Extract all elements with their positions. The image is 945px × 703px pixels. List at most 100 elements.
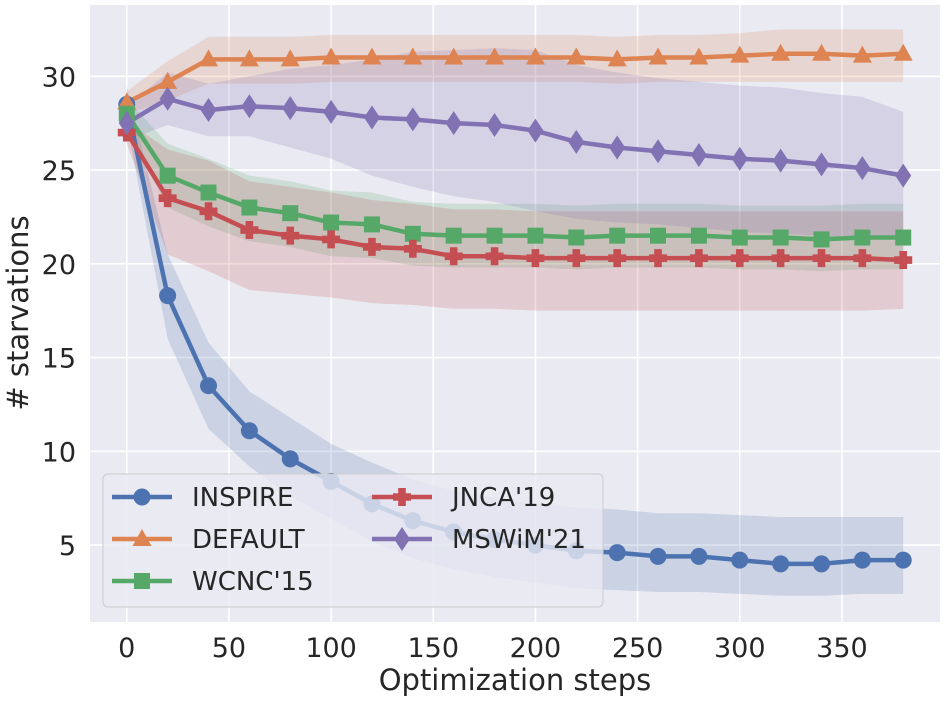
point-wcnc-15 — [690, 227, 707, 244]
point-mswim-21 — [772, 148, 789, 173]
x-tick-label: 200 — [510, 633, 562, 664]
point-default — [239, 49, 259, 67]
point-inspire — [608, 544, 626, 562]
point-jnca-19 — [608, 249, 627, 268]
point-mswim-21 — [609, 135, 626, 160]
point-default — [566, 47, 586, 65]
legend-box — [102, 473, 604, 608]
y-axis-label: # starvations — [1, 215, 35, 410]
point-jnca-19 — [281, 226, 300, 245]
y-tick-label: 5 — [59, 531, 76, 562]
point-wcnc-15 — [527, 227, 544, 244]
point-wcnc-15 — [159, 167, 176, 184]
point-default — [403, 47, 423, 65]
y-tick-label: 10 — [42, 437, 76, 468]
point-inspire — [159, 287, 177, 305]
point-mswim-21 — [854, 156, 871, 181]
point-mswim-21 — [568, 129, 585, 154]
point-mswim-21 — [895, 163, 912, 188]
x-tick-label: 250 — [612, 633, 664, 664]
point-mswim-21 — [118, 111, 135, 136]
legend-label-default: DEFAULT — [192, 525, 305, 555]
band-default — [126, 29, 904, 114]
x-tick-labels: 0 50 100 150 200 250 300 350 — [118, 633, 868, 664]
point-default — [730, 45, 750, 63]
point-inspire — [690, 547, 708, 565]
point-wcnc-15 — [895, 229, 912, 246]
point-wcnc-15 — [200, 184, 217, 201]
point-mswim-21 — [404, 107, 421, 132]
legend-label-inspire: INSPIRE — [192, 483, 293, 513]
point-inspire — [281, 450, 299, 468]
point-inspire — [894, 551, 912, 569]
confidence-bands — [126, 29, 904, 596]
legend-marker-jnca-19 — [393, 488, 411, 506]
point-jnca-19 — [362, 237, 381, 256]
point-default — [321, 47, 341, 65]
point-mswim-21 — [486, 113, 503, 138]
point-mswim-21 — [527, 118, 544, 143]
point-wcnc-15 — [772, 229, 789, 246]
x-tick-label: 100 — [305, 633, 357, 664]
point-wcnc-15 — [486, 227, 503, 244]
x-tick-label: 150 — [407, 633, 459, 664]
point-default — [607, 49, 627, 67]
legend-label-wcnc-15: WCNC'15 — [192, 567, 314, 597]
point-wcnc-15 — [445, 227, 462, 244]
point-mswim-21 — [690, 143, 707, 168]
point-default — [893, 43, 913, 61]
point-mswim-21 — [282, 96, 299, 121]
legend-marker-mswim-21 — [394, 527, 410, 551]
point-jnca-19 — [730, 249, 749, 268]
point-default — [525, 47, 545, 65]
point-default — [811, 43, 831, 61]
band-wcnc-15 — [126, 98, 904, 272]
point-mswim-21 — [200, 98, 217, 123]
point-wcnc-15 — [282, 205, 299, 222]
y-tick-label: 25 — [42, 156, 76, 187]
point-mswim-21 — [731, 146, 748, 171]
point-mswim-21 — [445, 111, 462, 136]
point-jnca-19 — [689, 249, 708, 268]
point-mswim-21 — [241, 94, 258, 119]
point-wcnc-15 — [731, 229, 748, 246]
x-tick-label: 50 — [212, 633, 246, 664]
point-default — [444, 47, 464, 65]
band-mswim-21 — [126, 48, 904, 240]
legend-label-jnca-19: JNCA'19 — [450, 483, 555, 513]
point-default — [771, 43, 791, 61]
y-tick-label: 30 — [42, 62, 76, 93]
legend-marker-inspire — [133, 488, 151, 506]
point-default — [689, 47, 709, 65]
legend-marker-default — [132, 529, 152, 546]
point-default — [158, 71, 178, 89]
point-default — [852, 45, 872, 63]
legend-label-mswim-21: MSWiM'21 — [452, 525, 586, 555]
point-wcnc-15 — [609, 227, 626, 244]
point-wcnc-15 — [854, 229, 871, 246]
point-jnca-19 — [485, 247, 504, 266]
point-default — [117, 92, 137, 110]
y-tick-labels: 5 10 15 20 25 30 — [42, 62, 76, 562]
point-default — [648, 47, 668, 65]
point-default — [485, 47, 505, 65]
point-inspire — [772, 555, 790, 573]
point-inspire — [853, 551, 871, 569]
point-mswim-21 — [323, 99, 340, 124]
line-default — [125, 51, 904, 105]
band-jnca-19 — [126, 121, 904, 311]
point-default — [280, 49, 300, 67]
point-wcnc-15 — [404, 225, 421, 242]
point-jnca-19 — [403, 239, 422, 258]
point-mswim-21 — [650, 139, 667, 164]
point-jnca-19 — [771, 249, 790, 268]
point-wcnc-15 — [323, 214, 340, 231]
point-jnca-19 — [199, 202, 218, 221]
point-jnca-19 — [526, 249, 545, 268]
x-axis-label: Optimization steps — [379, 663, 652, 697]
y-tick-label: 20 — [42, 250, 76, 281]
legend-marker-wcnc-15 — [134, 573, 150, 589]
point-jnca-19 — [158, 189, 177, 208]
point-jnca-19 — [894, 251, 913, 270]
point-wcnc-15 — [568, 229, 585, 246]
